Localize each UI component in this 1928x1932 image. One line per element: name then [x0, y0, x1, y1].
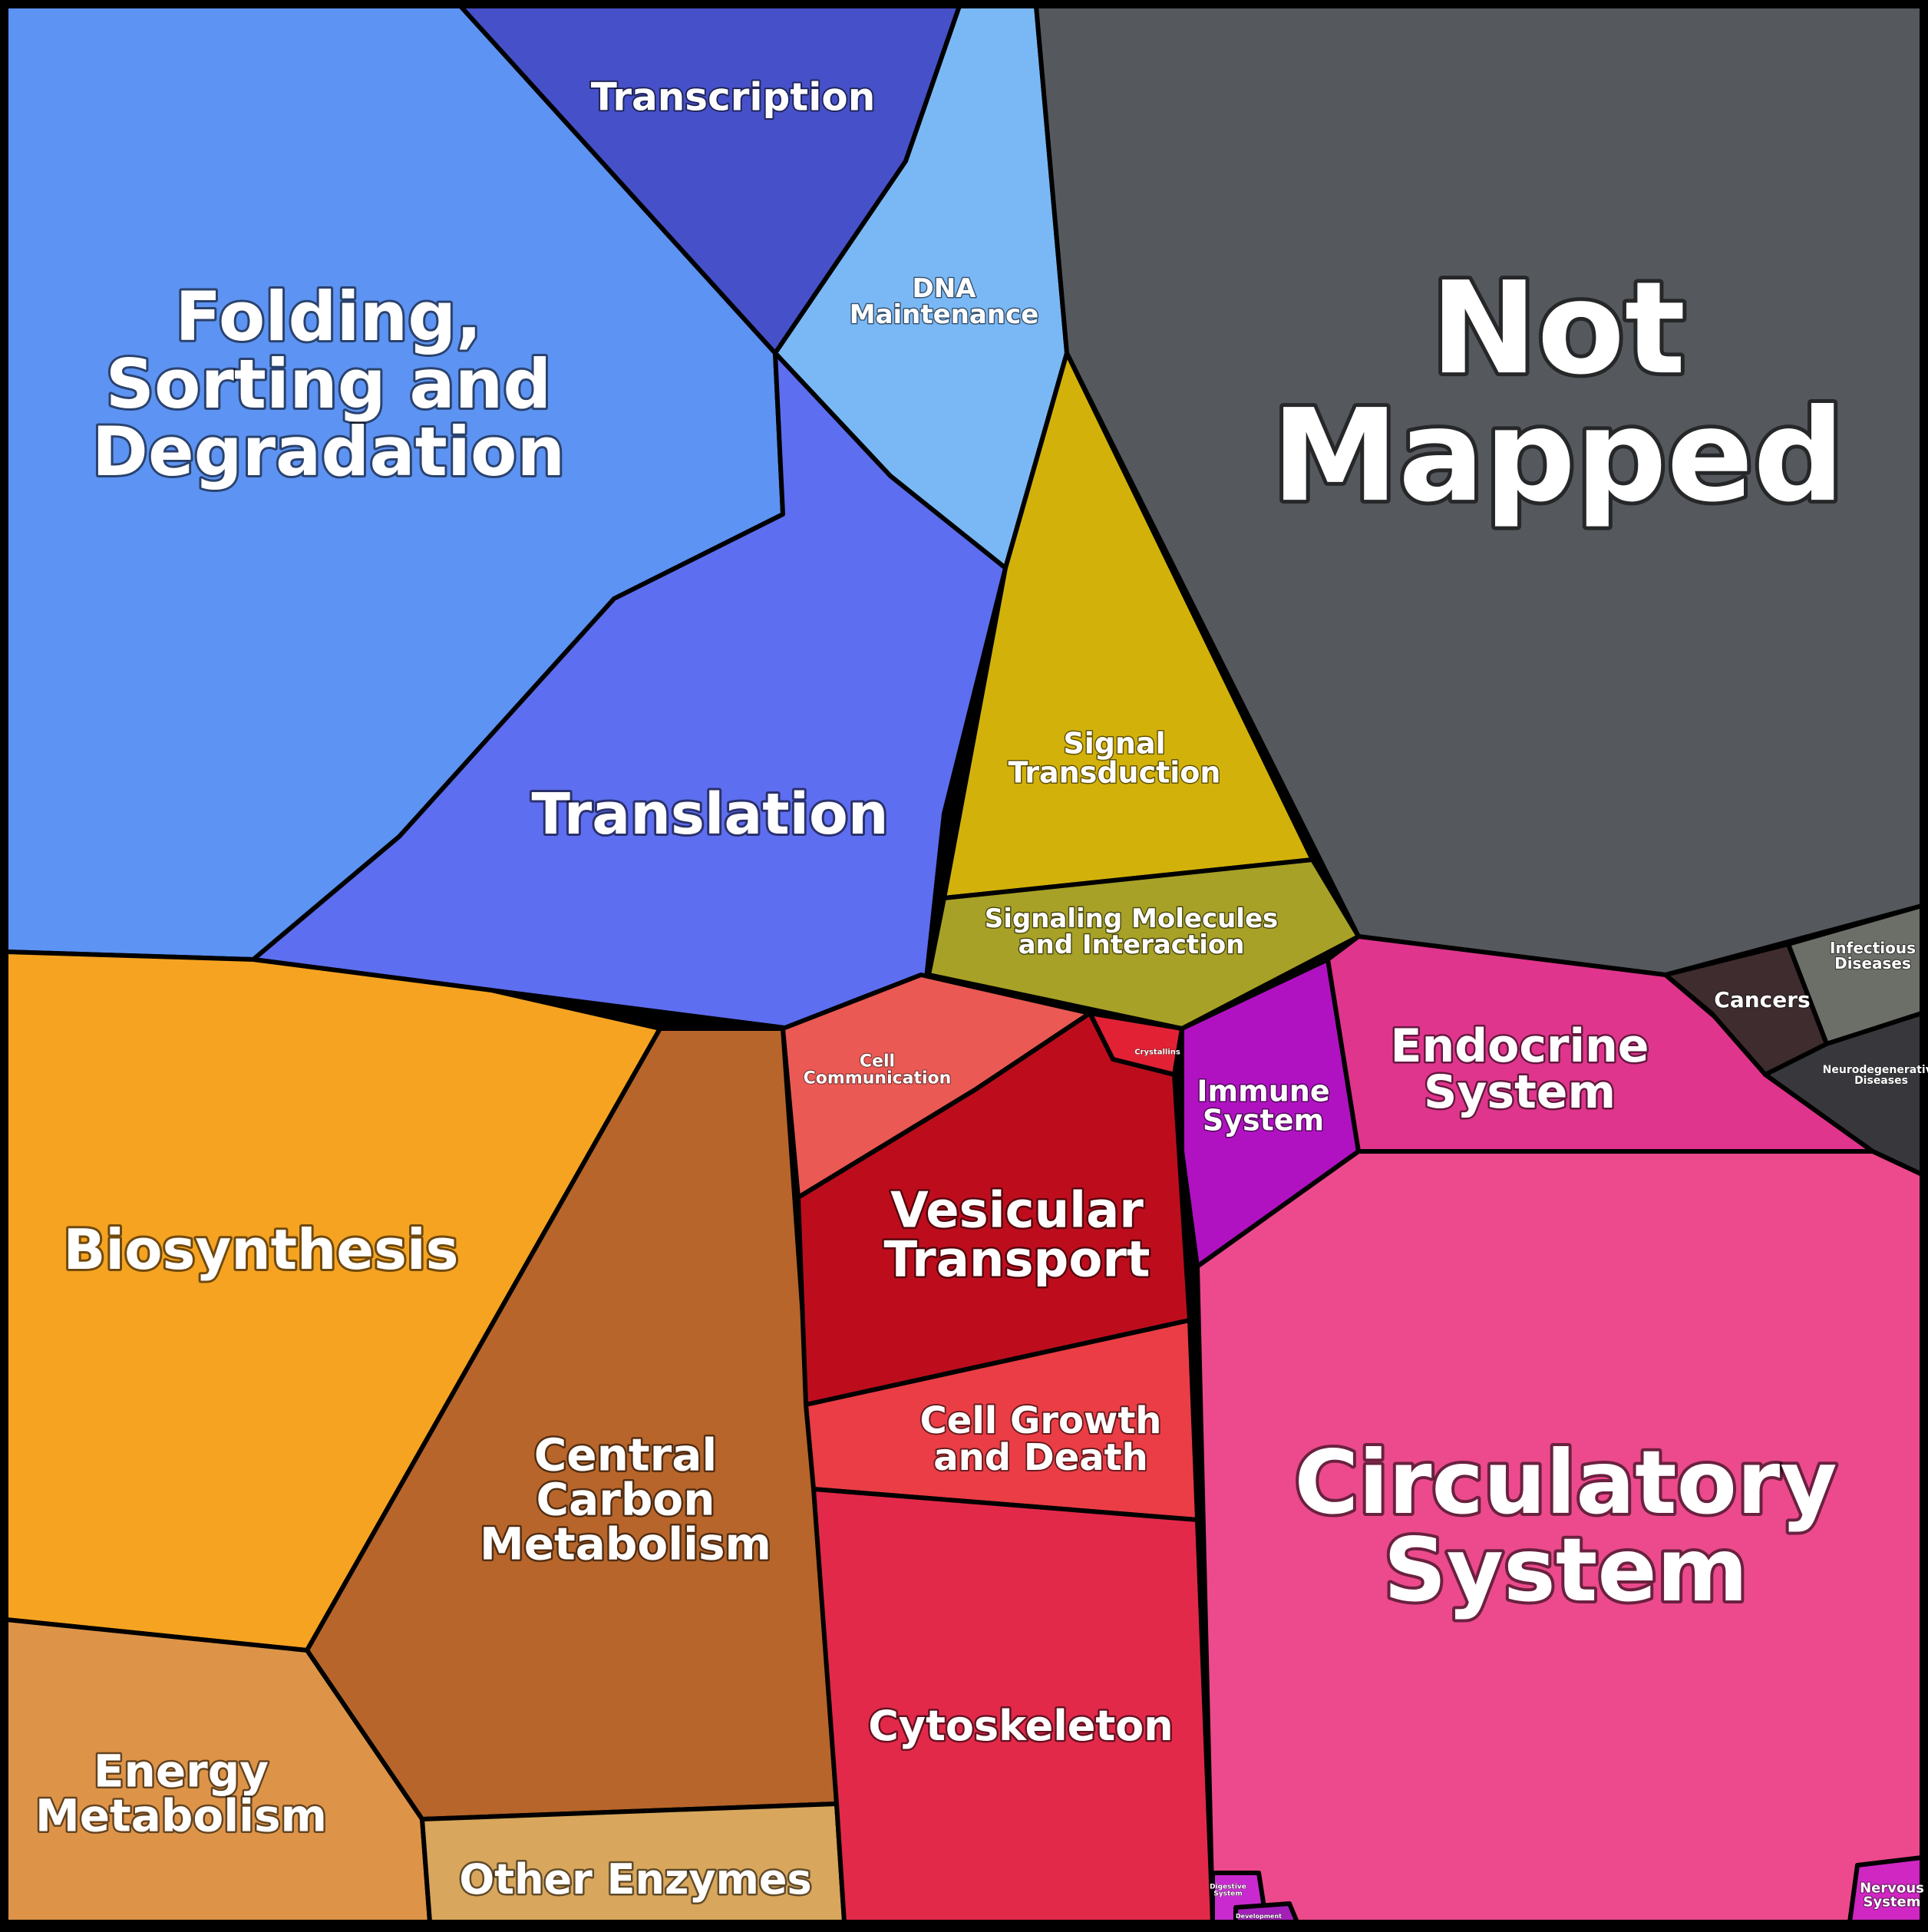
- label-line: Circulatory: [1294, 1432, 1837, 1534]
- label-line: System: [1424, 1065, 1616, 1119]
- label-line: DNA: [913, 273, 977, 304]
- label-line: Degradation: [92, 412, 565, 491]
- label-line: Signal: [1063, 726, 1165, 760]
- label-cell-comm: Cell Communication: [804, 1052, 952, 1088]
- label-line: System: [1203, 1103, 1324, 1137]
- label-line: Other Enzymes: [459, 1855, 811, 1904]
- label-line: Cell Growth: [920, 1399, 1162, 1442]
- label-development: Development: [1236, 1913, 1282, 1920]
- label-line: Vesicular: [890, 1182, 1144, 1239]
- label-line: Mapped: [1272, 382, 1844, 530]
- label-line: Endocrine: [1390, 1019, 1649, 1073]
- label-energy: Energy Metabolism: [35, 1745, 327, 1841]
- label-line: Central: [534, 1428, 718, 1481]
- label-translation: Translation: [531, 781, 888, 847]
- label-line: Diseases: [1854, 1075, 1908, 1087]
- label-carbon: Central Carbon Metabolism: [480, 1428, 771, 1570]
- label-line: Immune: [1197, 1074, 1329, 1108]
- label-vesicular: Vesicular Transport: [884, 1182, 1151, 1288]
- label-not-mapped: Not Mapped: [1272, 255, 1844, 530]
- label-line: Diseases: [1834, 954, 1911, 973]
- label-line: Folding,: [175, 277, 481, 356]
- label-line: Neurodegenerative: [1823, 1064, 1928, 1076]
- label-line: Energy: [94, 1745, 269, 1797]
- label-line: Nervous: [1860, 1880, 1924, 1896]
- label-line: System: [1384, 1519, 1748, 1621]
- label-infectious: Infectious Diseases: [1830, 939, 1916, 973]
- label-line: Infectious: [1830, 939, 1916, 957]
- label-line: Transport: [884, 1231, 1151, 1288]
- label-line: Cancers: [1714, 987, 1810, 1012]
- label-line: Metabolism: [480, 1518, 771, 1570]
- label-line: Transduction: [1009, 755, 1221, 789]
- label-line: Signaling Molecules: [985, 903, 1279, 934]
- label-circulatory: Circulatory System: [1294, 1432, 1837, 1621]
- label-signal: Signal Transduction: [1009, 726, 1221, 789]
- label-line: Cell: [860, 1052, 895, 1072]
- label-line: and Interaction: [1018, 930, 1245, 960]
- label-line: Digestive: [1210, 1884, 1246, 1891]
- label-dna: DNA Maintenance: [850, 273, 1039, 330]
- label-other-enzymes: Other Enzymes: [459, 1855, 811, 1904]
- label-line: and Death: [933, 1436, 1148, 1479]
- label-cancers: Cancers: [1714, 987, 1810, 1012]
- label-endocrine: Endocrine System: [1390, 1019, 1649, 1119]
- label-line: Maintenance: [850, 299, 1039, 330]
- label-line: System: [1864, 1894, 1921, 1910]
- label-digestive: Digestive System: [1210, 1884, 1246, 1898]
- label-folding: Folding, Sorting and Degradation: [92, 277, 565, 491]
- label-line: Crystallins: [1134, 1049, 1180, 1057]
- label-cell-growth: Cell Growth and Death: [920, 1399, 1162, 1479]
- label-line: Translation: [531, 781, 888, 847]
- label-line: Transcription: [591, 75, 876, 120]
- label-line: System: [1213, 1891, 1243, 1898]
- label-line: Carbon: [536, 1473, 715, 1525]
- label-line: Biosynthesis: [64, 1217, 459, 1282]
- label-line: Not: [1431, 255, 1685, 403]
- label-immune: Immune System: [1197, 1074, 1329, 1137]
- label-crystallins: Crystallins: [1134, 1049, 1180, 1057]
- label-biosynthesis: Biosynthesis: [64, 1217, 459, 1282]
- label-line: Metabolism: [35, 1789, 327, 1841]
- label-signaling: Signaling Molecules and Interaction: [985, 903, 1279, 960]
- label-transcription: Transcription: [591, 75, 876, 120]
- label-nervous: Nervous System: [1860, 1880, 1924, 1910]
- label-line: Cytoskeleton: [868, 1702, 1173, 1750]
- label-cytoskeleton: Cytoskeleton: [868, 1702, 1173, 1750]
- label-line: Communication: [804, 1069, 952, 1088]
- label-line: Development: [1236, 1913, 1282, 1920]
- label-neuro: NeurodegenerativeDiseases: [1823, 1064, 1928, 1087]
- label-line: Sorting and: [106, 345, 552, 424]
